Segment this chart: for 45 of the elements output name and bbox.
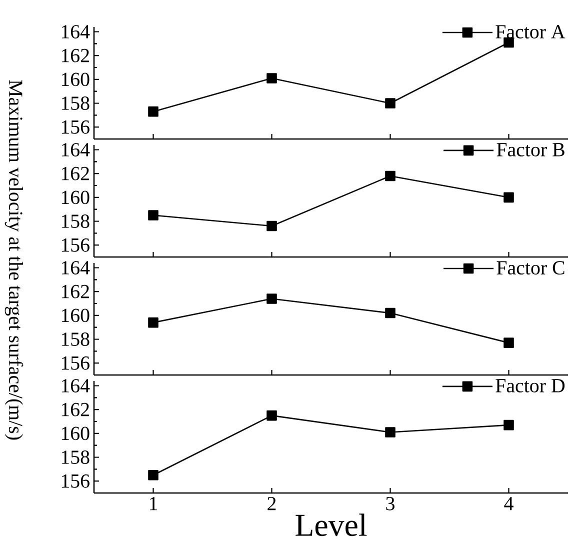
- point: [148, 470, 158, 480]
- y-tick-label: 160: [62, 190, 90, 204]
- y-tick-label: 158: [62, 332, 90, 346]
- legend-label: Factor C: [496, 261, 564, 275]
- x-axis-title: Level: [296, 514, 367, 536]
- y-tick-label: 164: [62, 379, 90, 392]
- point: [266, 294, 277, 304]
- legend-label: Factor D: [496, 379, 565, 392]
- y-tick-label: 158: [62, 214, 90, 228]
- point: [385, 308, 396, 318]
- point: [385, 170, 396, 182]
- point: [504, 192, 514, 203]
- x-tick-label: 4: [504, 496, 514, 510]
- y-tick-label: 160: [62, 426, 90, 440]
- point: [385, 427, 396, 438]
- y-axis-title: Maximum velocity at the target surface/(m/s): [4, 80, 24, 440]
- legend-label: Factor A: [496, 25, 566, 38]
- y-tick-label: 164: [62, 25, 90, 38]
- y-tick-label: 160: [62, 308, 90, 322]
- point: [385, 98, 396, 108]
- y-tick-label: 156: [62, 474, 90, 488]
- point: [148, 317, 158, 328]
- point: [148, 210, 158, 220]
- point: [148, 106, 158, 117]
- y-tick-label: 164: [62, 143, 90, 156]
- point: [504, 420, 514, 430]
- point: [266, 220, 277, 232]
- y-tick-label: 158: [62, 96, 90, 110]
- y-tick-label: 164: [62, 261, 90, 274]
- x-tick-label: 3: [386, 496, 394, 510]
- y-tick-label: 156: [62, 238, 90, 252]
- point: [266, 73, 277, 84]
- y-tick-label: 162: [62, 48, 89, 62]
- legend-label: Factor B: [496, 143, 564, 156]
- y-tick-label: 160: [62, 72, 90, 86]
- x-tick-label: 2: [268, 496, 276, 510]
- y-tick-label: 162: [62, 166, 89, 180]
- y-tick-label: 158: [62, 450, 90, 464]
- x-tick-label: 1: [150, 496, 158, 510]
- y-tick-label: 156: [62, 356, 90, 370]
- point: [266, 410, 277, 421]
- point: [504, 338, 514, 348]
- y-tick-label: 156: [62, 120, 90, 134]
- y-tick-label: 162: [62, 402, 89, 416]
- y-tick-label: 162: [62, 284, 89, 298]
